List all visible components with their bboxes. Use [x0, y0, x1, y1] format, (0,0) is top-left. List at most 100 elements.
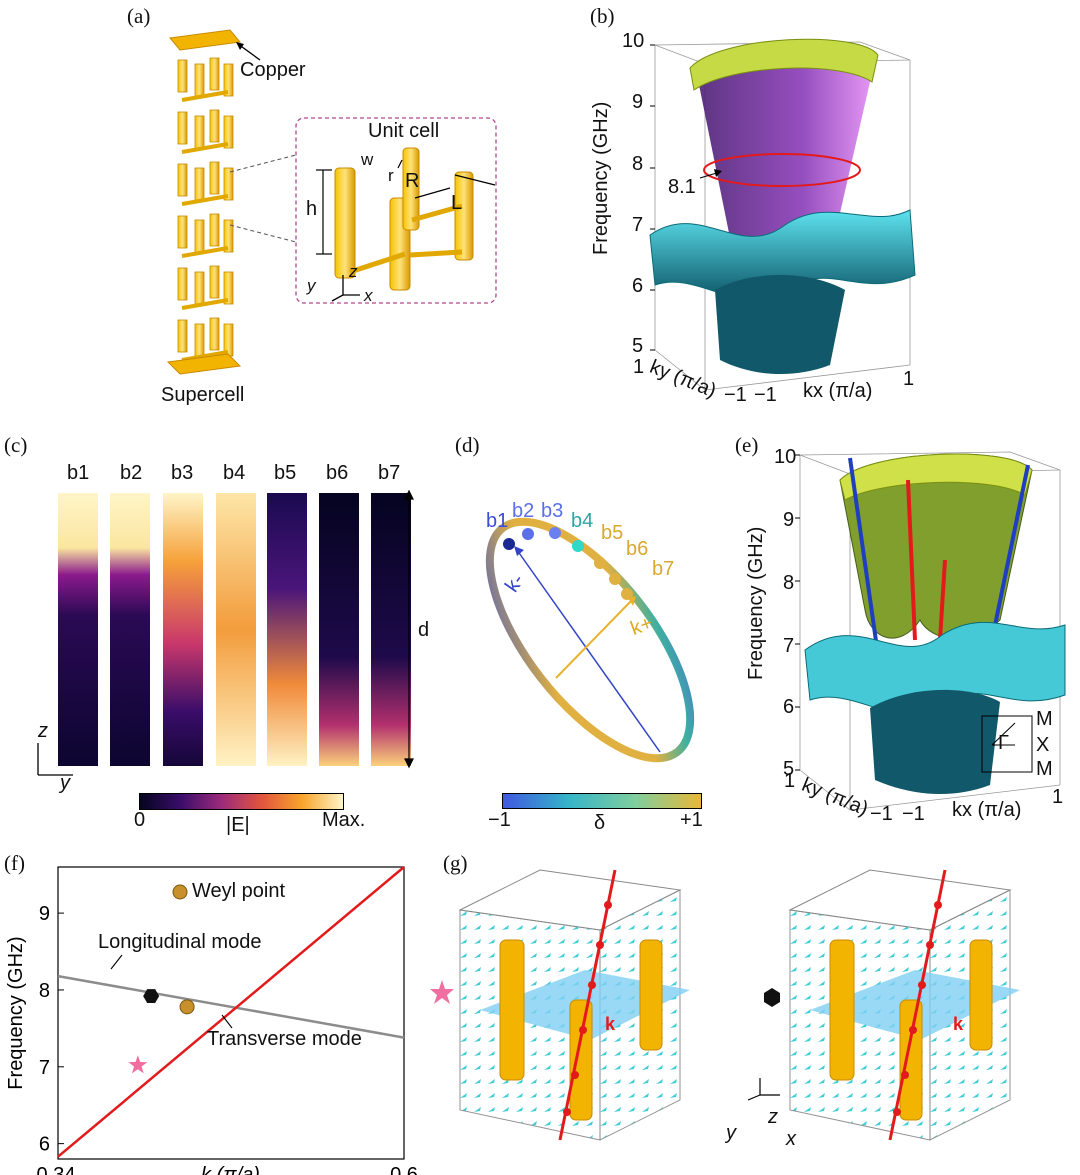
b-kx-tick-1: 1 [903, 368, 915, 390]
dim-R: R [405, 170, 420, 192]
c-axes-glyph [37, 743, 73, 776]
c-band-b3: b3 [171, 462, 194, 484]
e-kx-tick-1: 1 [1052, 786, 1064, 808]
e-bz-X: X [1036, 734, 1050, 756]
d-band-b1: b1 [486, 510, 509, 532]
f-longitudinal-label: Longitudinal mode [98, 931, 262, 953]
f-transverse-arrow [221, 1014, 233, 1029]
e-ytick-10: 10 [774, 446, 797, 468]
e-bz-M-bottom: M [1036, 758, 1053, 780]
dim-L: L [451, 192, 463, 214]
c-band-b5: b5 [274, 462, 297, 484]
e-kx-label: kx (π/a) [952, 799, 1022, 821]
f-weyl-point-marker [179, 999, 195, 1015]
b-ytick-7: 7 [632, 214, 644, 236]
b-ky-tick-1: 1 [633, 356, 645, 378]
g-star-marker [430, 980, 454, 1004]
b-annotation-8-1: 8.1 [668, 176, 696, 198]
c-band-b1: b1 [67, 462, 90, 484]
dim-w: w [361, 150, 374, 169]
f-ytick-label: 7 [39, 1057, 50, 1079]
e-ky-tick-neg1: −1 [870, 803, 893, 825]
c-depth-label: d [418, 619, 430, 641]
g-k-label-right: k [953, 1014, 964, 1034]
ellipse-ring [485, 517, 695, 763]
panel-e-label: (e) [735, 433, 759, 457]
c-band-b2: b2 [120, 462, 143, 484]
f-ytick-label: 6 [39, 1134, 50, 1156]
panel-d-label: (d) [455, 433, 480, 457]
eigenmode-fields [430, 869, 1020, 1141]
axis-y-a: y [307, 276, 316, 295]
f-hexagon-marker [143, 989, 160, 1004]
f-longitudinal-arrow [110, 954, 123, 970]
g-hexagon-marker [764, 988, 780, 1007]
g-axis-y: y [726, 1122, 736, 1144]
f-xtick-label: 0.6 [390, 1164, 418, 1175]
f-plot-frame [57, 866, 405, 1160]
dim-h: h [306, 198, 318, 220]
band-structure-3d-b [649, 38, 916, 391]
d-cbar-min: −1 [488, 809, 511, 831]
d-band-b2: b2 [512, 500, 535, 522]
b-ytick-8: 8 [632, 153, 644, 175]
f-legend-sphere [172, 884, 188, 900]
f-legend-label: Weyl point [192, 880, 286, 902]
f-series-line [57, 866, 405, 1158]
f-series-line [57, 974, 405, 1039]
d-band-b3: b3 [541, 500, 564, 522]
b-kx-tick-neg1: −1 [754, 384, 777, 406]
f-transverse-label: Transverse mode [207, 1028, 362, 1050]
c-band-b4: b4 [223, 462, 246, 484]
c-colorbar [139, 793, 344, 810]
g-axis-x: x [786, 1128, 796, 1150]
d-band-b7: b7 [652, 558, 675, 580]
b-kx-label: kx (π/a) [803, 380, 873, 402]
c-cbar-mid: |E| [226, 814, 250, 836]
b-ky-tick-neg1: −1 [724, 384, 747, 406]
g-k-label-left: k [605, 1014, 616, 1034]
field-maps [58, 490, 414, 769]
unit-cell-label: Unit cell [368, 120, 440, 142]
f-ytick-label: 8 [39, 980, 50, 1002]
b-ytick-10: 10 [622, 30, 645, 52]
b-ytick-6: 6 [632, 275, 644, 297]
copper-label: Copper [240, 59, 306, 81]
axis-z-a: z [349, 262, 358, 281]
c-cbar-max: Max. [322, 809, 366, 831]
f-star-marker [128, 1055, 148, 1074]
panel-c-label: (c) [4, 433, 28, 457]
panel-f-label: (f) [4, 851, 25, 875]
e-ytick-6: 6 [783, 696, 795, 718]
f-ylabel: Frequency (GHz) [5, 936, 27, 1089]
f-ytick-label: 9 [39, 903, 50, 925]
e-ytick-7: 7 [783, 635, 795, 657]
d-band-b4: b4 [571, 510, 594, 532]
e-ytick-9: 9 [783, 509, 795, 531]
c-band-b6: b6 [326, 462, 349, 484]
panel-a-label: (a) [127, 4, 151, 28]
panel-b-label: (b) [590, 4, 615, 28]
e-kx-tick-neg1: −1 [902, 803, 925, 825]
b-ylabel: Frequency (GHz) [590, 101, 612, 255]
c-cbar-min: 0 [134, 809, 146, 831]
e-ytick-8: 8 [783, 572, 795, 594]
b-ytick-5: 5 [632, 335, 644, 357]
band-structure-3d-e [795, 451, 1066, 811]
supercell-illustration [166, 29, 497, 375]
d-colorbar [502, 793, 702, 809]
d-band-b6: b6 [626, 538, 649, 560]
c-axis-z: z [38, 720, 48, 742]
e-bz-gamma: Γ [998, 732, 1010, 754]
panel-g-label: (g) [443, 851, 468, 875]
c-band-b7: b7 [378, 462, 401, 484]
f-xtick-label: 0.34 [37, 1164, 76, 1175]
d-cbar-mid: δ [594, 812, 606, 834]
e-ytick-5: 5 [783, 758, 795, 780]
f-xlabel: k (π/a) [201, 1164, 260, 1175]
d-cbar-max: +1 [680, 809, 703, 831]
e-ylabel: Frequency (GHz) [745, 526, 767, 680]
g-axis-z: z [768, 1106, 778, 1128]
dim-r: r [388, 166, 394, 185]
c-axis-y: y [60, 772, 70, 794]
